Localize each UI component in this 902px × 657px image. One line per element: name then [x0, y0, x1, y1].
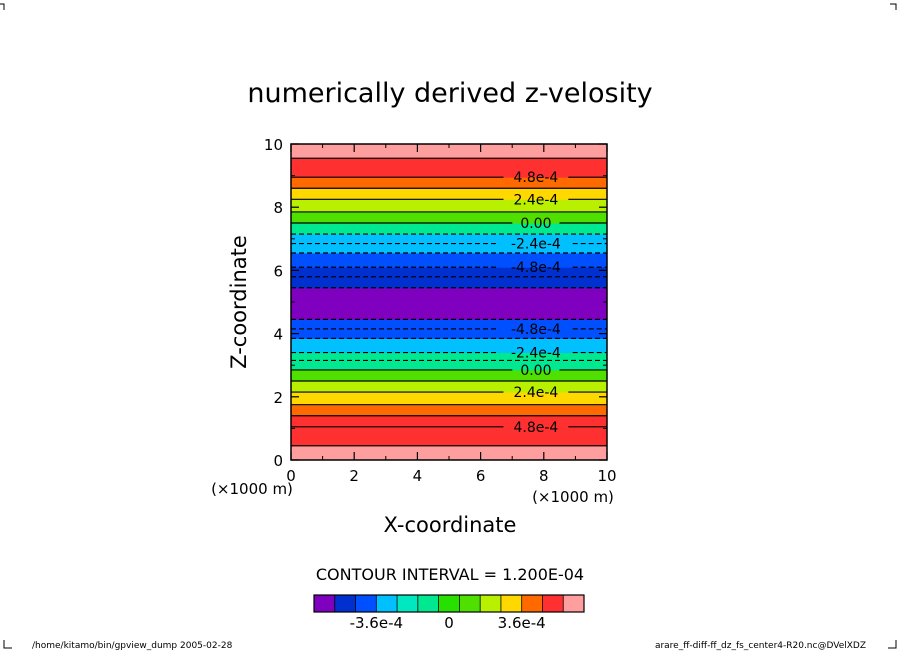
colorbar-swatch-5: [417, 595, 439, 612]
y-tick-label-3: 6: [273, 262, 283, 280]
colorbar-tick-label-0: -3.6e-4: [350, 614, 403, 632]
contour-band-7: [291, 352, 607, 371]
contour-band-16: [291, 199, 607, 213]
y-axis: 0 2 4 6 8 10: [264, 136, 607, 470]
y-tick-label-0: 0: [273, 452, 283, 470]
contour-band-14: [291, 223, 607, 235]
colorbar-swatch-1: [334, 595, 356, 612]
contour-band-12: [291, 253, 607, 268]
x-axis: 0 2 4 6 8 10: [286, 144, 617, 485]
x-unit-label-left: (×1000 m): [211, 480, 293, 498]
contour-band-1: [291, 426, 607, 447]
contour-band-13: [291, 234, 607, 254]
contour-label-22: 4.8e-4: [513, 170, 558, 186]
x-tick-label-0: 0: [286, 467, 296, 485]
colorbar-swatch-0: [314, 595, 336, 612]
contour-interval-text: CONTOUR INTERVAL = 1.200E-04: [316, 565, 584, 584]
chart-title: numerically derived z-velosity: [247, 78, 652, 109]
y-tick-label-5: 10: [264, 136, 283, 154]
colorbar-swatch-10: [521, 595, 543, 612]
y-tick-label-1: 2: [273, 389, 283, 407]
contour-label-4: 2.4e-4: [513, 385, 558, 401]
contour-band-19: [291, 158, 607, 178]
contour-band-3: [291, 404, 607, 417]
colorbar-swatch-4: [397, 595, 419, 612]
contour-band-18: [291, 177, 607, 189]
contour-label-1: 4.8e-4: [513, 420, 558, 436]
colorbar-tick-label-1: 0: [444, 614, 454, 632]
contour-lines: [291, 157, 607, 447]
contour-band-6: [291, 369, 607, 382]
contour-band-2: [291, 415, 607, 428]
x-tick-label-3: 6: [476, 467, 486, 485]
contour-label-10: -4.8e-4: [511, 322, 561, 338]
colorbar-swatch-11: [542, 595, 564, 612]
x-axis-label: X-coordinate: [384, 513, 517, 537]
contour-band-10: [291, 287, 607, 320]
colorbar: -3.6e-4 0 3.6e-4: [313, 594, 585, 632]
x-tick-label-5: 10: [597, 467, 616, 485]
contour-band-4: [291, 392, 607, 406]
x-tick-label-2: 4: [413, 467, 423, 485]
contour-band-9: [291, 319, 607, 339]
colorbar-swatch-6: [438, 595, 460, 612]
contour-label-18: 0.00: [520, 216, 551, 232]
colorbar-frame: [313, 594, 585, 613]
x-tick-label-1: 2: [349, 467, 359, 485]
x-tick-label-4: 8: [539, 467, 549, 485]
contour-band-0: [291, 445, 607, 461]
contour-band-5: [291, 381, 607, 393]
contour-label-14: -4.8e-4: [511, 260, 561, 276]
colorbar-swatch-3: [376, 595, 398, 612]
x-unit-label-right: (×1000 m): [532, 488, 614, 506]
y-axis-label: Z-coordinate: [227, 235, 251, 369]
contour-label-20: 2.4e-4: [513, 192, 558, 208]
colorbar-swatch-7: [459, 595, 481, 612]
footer-left: /home/kitamo/bin/gpview_dump 2005-02-28: [32, 641, 233, 651]
contour-band-20: [291, 144, 607, 159]
colorbar-swatch-12: [563, 595, 585, 612]
y-tick-label-2: 4: [273, 326, 283, 344]
contour-label-8: -2.4e-4: [511, 346, 561, 362]
contour-band-17: [291, 188, 607, 200]
contour-labels: 4.8e-42.4e-40.00-2.4e-4-4.8e-4-4.8e-4-2.…: [511, 170, 561, 436]
y-tick-label-4: 8: [273, 199, 283, 217]
contour-band-8: [291, 338, 607, 354]
colorbar-swatch-8: [480, 595, 502, 612]
contour-label-16: -2.4e-4: [511, 237, 561, 253]
contour-label-6: 0.00: [520, 363, 551, 379]
colorbar-tick-label-2: 3.6e-4: [498, 614, 546, 632]
plot-area: [291, 144, 607, 461]
footer-right: arare_ff-diff-ff_dz_fs_center4-R20.nc@DV…: [655, 641, 866, 651]
contour-band-15: [291, 211, 607, 224]
corner-marks: [0, 3, 897, 649]
contour-band-11: [291, 267, 607, 289]
colorbar-swatch-2: [355, 595, 377, 612]
colorbar-swatch-9: [500, 595, 522, 612]
